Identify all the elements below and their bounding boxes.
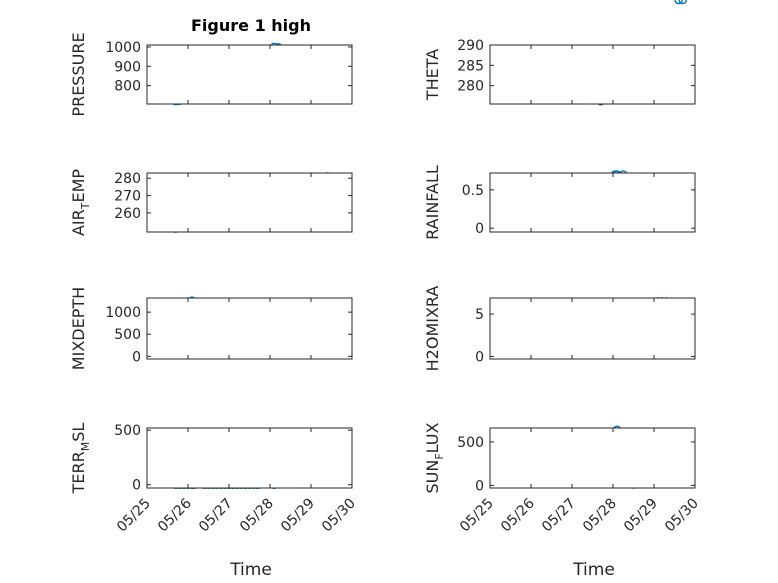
chart-sun_flux: 0 500 05/25 05/26 05/27 05/28 05/29 05/30 SUNFLU… [423, 422, 702, 535]
y-axis-label-rainfall: RAINFALL [423, 165, 442, 240]
y-tick-label-mixdepth: 0 [132, 349, 141, 365]
y-axis-label-terr_msl: TERRMSL [69, 423, 92, 495]
y-tick-label-rainfall: 0 [475, 221, 484, 237]
chart-theta: 280 285 290 THETA [423, 0, 696, 106]
axes-box-h2omixra [489, 297, 696, 360]
axes-box-mixdepth [146, 297, 353, 360]
x-tick-label-terr_msl: 05/27 [196, 496, 236, 536]
y-tick-label-theta: 280 [457, 79, 484, 95]
y-tick-label-pressure: 900 [114, 59, 141, 75]
chart-pressure: 800 900 1000 PRESSURE [69, 32, 353, 117]
chart-terr_msl: 0 500 05/25 05/26 05/27 05/28 05/29 05/30 TERRMS… [69, 423, 359, 536]
x-axis-label-right: Time [572, 560, 615, 580]
y-tick-label-air_temp: 280 [114, 171, 141, 187]
x-tick-label-terr_msl: 05/25 [114, 496, 154, 536]
x-tick-label-terr_msl: 05/29 [278, 496, 318, 536]
y-tick-label-h2omixra: 5 [475, 307, 484, 323]
y-tick-label-terr_msl: 500 [114, 423, 141, 439]
x-tick-label-sun_flux: 05/28 [580, 496, 620, 536]
x-tick-label-sun_flux: 05/30 [662, 496, 702, 536]
chart-mixdepth: 0 500 1000 MIXDEPTH [69, 287, 353, 370]
y-tick-label-h2omixra: 0 [475, 349, 484, 365]
data-point-theta [678, 0, 687, 5]
y-tick-label-terr_msl: 0 [132, 478, 141, 494]
y-axis-label-h2omixra: H2OMIXRA [423, 286, 442, 372]
axes-box-rainfall [489, 172, 696, 233]
chart-rainfall: 0 0.5 RAINFALL [423, 165, 696, 240]
data-point-theta [674, 0, 683, 5]
y-axis-label-mixdepth: MIXDEPTH [69, 287, 88, 370]
x-tick-label-sun_flux: 05/29 [621, 496, 661, 536]
y-tick-label-air_temp: 260 [114, 206, 141, 222]
chart-h2omixra: 0 5 H2OMIXRA [423, 286, 696, 372]
axes-box-sun_flux [489, 427, 696, 489]
y-tick-label-theta: 285 [457, 58, 484, 74]
y-axis-label-sun_flux: SUNFLUX [423, 422, 446, 493]
x-axis-label-left: Time [229, 560, 272, 580]
y-axis-label-air_temp: AIRTEMP [69, 169, 92, 236]
x-tick-label-sun_flux: 05/27 [539, 496, 579, 536]
y-tick-label-air_temp: 270 [114, 189, 141, 205]
y-axis-label-theta: THETA [423, 49, 442, 101]
y-tick-label-theta: 290 [457, 38, 484, 54]
axes-box-theta [489, 44, 696, 105]
x-tick-label-sun_flux: 05/25 [457, 496, 497, 536]
x-tick-label-terr_msl: 05/28 [237, 496, 277, 536]
y-tick-label-rainfall: 0.5 [462, 183, 484, 199]
axes-box-pressure [146, 44, 353, 105]
x-tick-label-terr_msl: 05/30 [319, 496, 359, 536]
x-tick-label-sun_flux: 05/26 [498, 495, 538, 535]
axes-box-air_temp [146, 172, 353, 233]
y-tick-label-pressure: 1000 [105, 40, 141, 56]
x-tick-label-terr_msl: 05/26 [155, 495, 195, 535]
y-tick-label-sun_flux: 500 [457, 435, 484, 451]
y-tick-label-mixdepth: 1000 [105, 305, 141, 321]
y-tick-label-pressure: 800 [114, 79, 141, 95]
axes-box-terr_msl [146, 427, 353, 489]
figure-title: Figure 1 high [191, 16, 311, 35]
y-tick-label-mixdepth: 500 [114, 327, 141, 343]
y-tick-label-sun_flux: 0 [475, 478, 484, 494]
y-axis-label-pressure: PRESSURE [69, 32, 88, 116]
